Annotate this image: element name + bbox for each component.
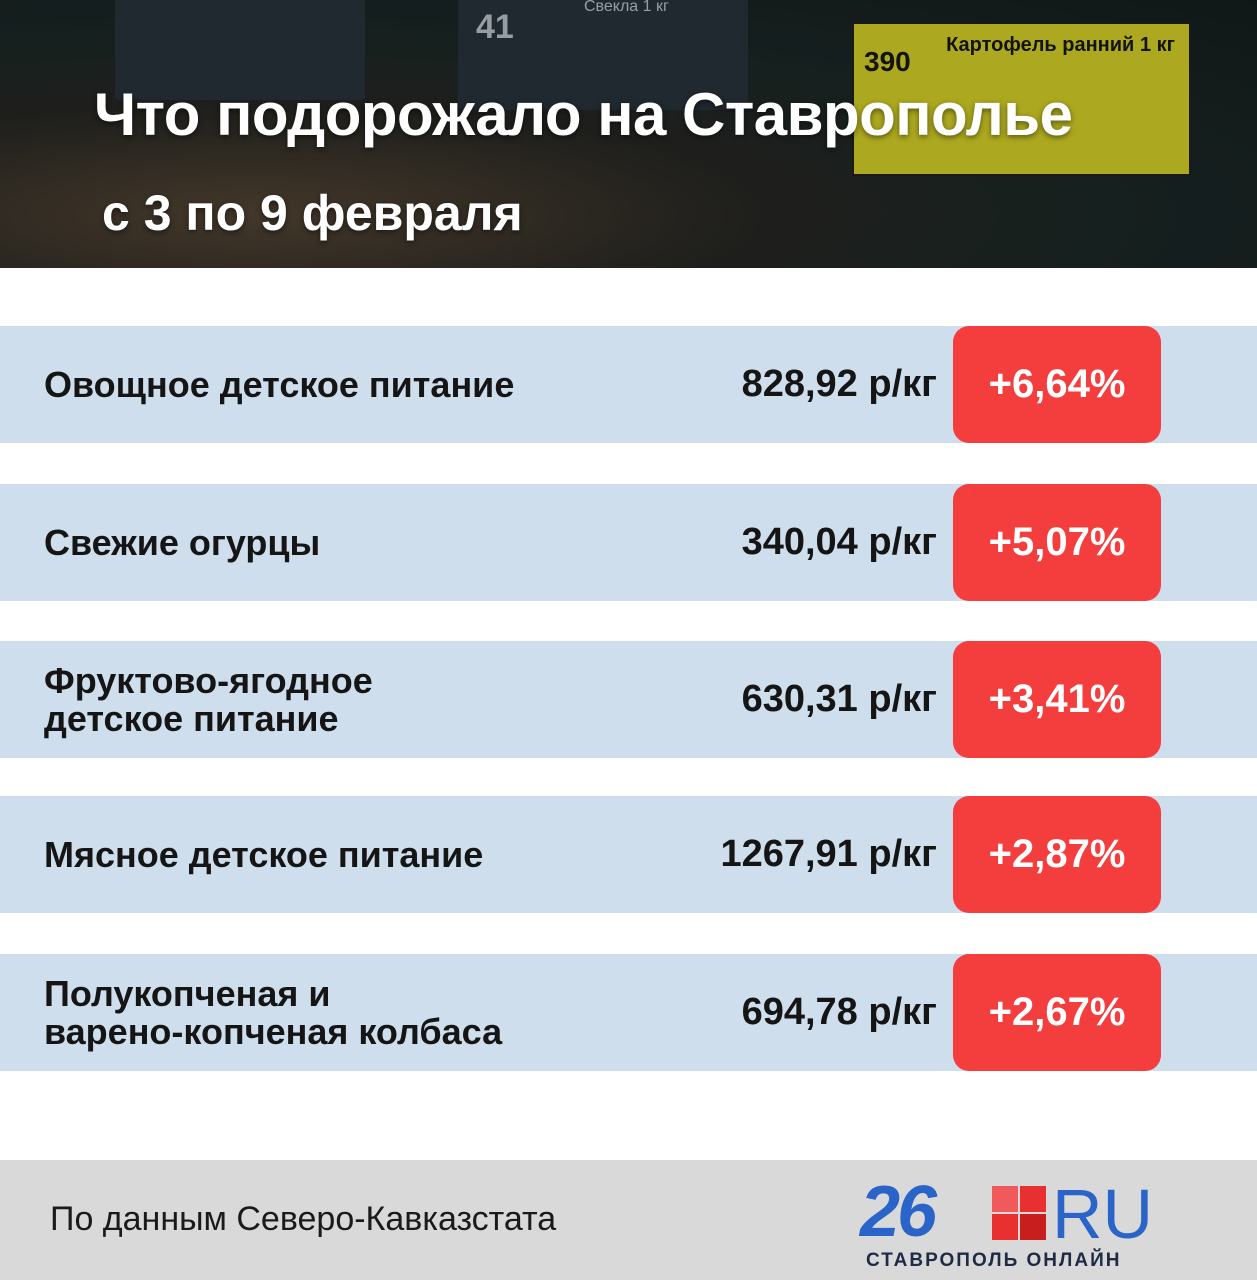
footer bbox=[0, 1160, 1257, 1280]
tag-number: 41 bbox=[476, 8, 514, 46]
price: 828,92 р/кг bbox=[741, 363, 937, 405]
photo-overlay bbox=[0, 0, 1257, 268]
price-tag: 41 Свекла 1 кг bbox=[458, 0, 748, 110]
tag-text: Картофель ранний 1 кг bbox=[946, 34, 1175, 56]
header-photo: 41 Свекла 1 кг 390 Картофель ранний 1 кг bbox=[0, 0, 1257, 268]
subtitle: с 3 по 9 февраля bbox=[102, 185, 523, 241]
change-badge: +6,64% bbox=[953, 326, 1161, 443]
product-name: Мясное детское питание bbox=[44, 833, 484, 875]
logo-squares bbox=[992, 1186, 1046, 1240]
product-name: Полукопченая и варено-копченая колбаса bbox=[44, 972, 503, 1052]
price: 630,31 р/кг bbox=[741, 678, 937, 720]
table-row: Полукопченая и варено-копченая колбаса 69… bbox=[0, 954, 1257, 1071]
tag-text: Свекла 1 кг bbox=[584, 0, 669, 15]
table-row: Мясное детское питание 1267,91 р/кг +2,87% bbox=[0, 796, 1257, 913]
price-tag: 390 Картофель ранний 1 кг bbox=[852, 22, 1191, 176]
price: 340,04 р/кг bbox=[741, 521, 937, 563]
logo-tagline: СТАВРОПОЛЬ ОНЛАЙН bbox=[866, 1250, 1122, 1271]
table-row: Фруктово-ягодное детское питание 630,31 р… bbox=[0, 641, 1257, 758]
change-badge: +5,07% bbox=[953, 484, 1161, 601]
source: По данным Северо-Кавказстата bbox=[50, 1200, 557, 1238]
product-name: Фруктово-ягодное детское питание bbox=[44, 659, 373, 739]
change-badge: +2,67% bbox=[953, 954, 1161, 1071]
logo-number: 26 bbox=[860, 1172, 937, 1252]
product-name: Свежие огурцы bbox=[44, 521, 321, 563]
table-row: Свежие огурцы 340,04 р/кг +5,07% bbox=[0, 484, 1257, 601]
change-badge: +2,87% bbox=[953, 796, 1161, 913]
price-tag bbox=[115, 0, 365, 100]
price: 1267,91 р/кг bbox=[720, 833, 937, 875]
title: Что подорожало на Ставрополье bbox=[94, 81, 1073, 148]
price: 694,78 р/кг bbox=[741, 991, 937, 1033]
change-badge: +3,41% bbox=[953, 641, 1161, 758]
product-name: Овощное детское питание bbox=[44, 363, 515, 405]
tag-number: 390 bbox=[864, 46, 911, 77]
logo-domain: RU bbox=[1052, 1175, 1154, 1253]
table-row: Овощное детское питание 828,92 р/кг +6,64% bbox=[0, 326, 1257, 443]
